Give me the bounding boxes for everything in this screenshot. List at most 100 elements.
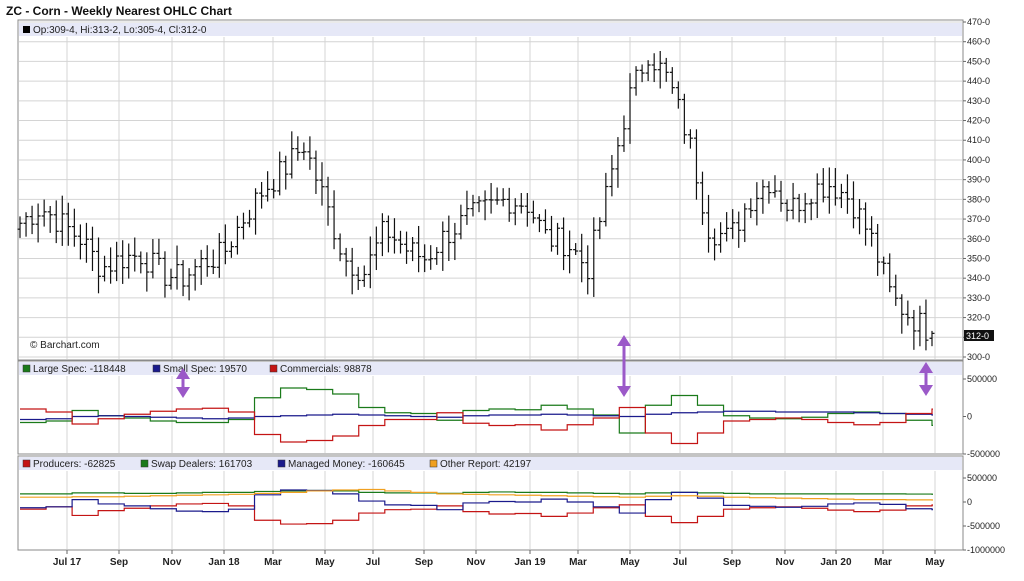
ohlc-bar — [325, 176, 331, 226]
ohlc-bar — [875, 223, 881, 276]
legend-label: Large Spec: -118448 — [33, 364, 126, 375]
price-y-ticks: 470-0 460-0 450-0 440-0 430-0 420-0 410-0 400-0… — [963, 17, 990, 362]
legend-swatch — [269, 364, 278, 373]
ohlc-bar — [156, 238, 162, 265]
ohlc-bar — [561, 217, 567, 271]
cot-disaggregated-panel-frame — [17, 455, 964, 551]
y-tick-label: 340-0 — [967, 273, 990, 283]
ohlc-bar — [331, 190, 337, 250]
legend-item: Small Spec: 19570 — [152, 364, 247, 375]
ohlc-bar — [923, 299, 929, 351]
ohlc-bar — [247, 209, 253, 228]
ohlc-bar — [857, 199, 863, 235]
ohlc-bar — [289, 131, 295, 179]
annotation-arrows — [176, 335, 933, 398]
ohlc-bar — [838, 183, 844, 209]
y-tick-label: 350-0 — [967, 253, 990, 263]
y-tick-label: 410-0 — [967, 135, 990, 145]
x-tick-label: May — [315, 557, 335, 568]
ohlc-bar — [881, 256, 887, 275]
ohlc-bar — [404, 231, 410, 264]
chart-title: ZC - Corn - Weekly Nearest OHLC Chart — [6, 4, 232, 18]
ohlc-bar — [476, 196, 482, 213]
price-panel-frame — [17, 19, 964, 361]
y-tick-label: 460-0 — [967, 37, 990, 47]
ohlc-bar — [663, 57, 669, 82]
x-tick-label: Jan 18 — [208, 557, 240, 568]
legend-label: Other Report: 42197 — [440, 459, 532, 470]
ohlc-bar — [234, 215, 240, 255]
legend-swatch — [152, 364, 161, 373]
x-tick-label: Mar — [264, 557, 282, 568]
ohlc-bar — [355, 266, 361, 290]
ohlc-bar — [422, 244, 428, 273]
ohlc-bar — [17, 216, 23, 238]
ohlc-bar — [706, 194, 712, 253]
y-tick-label: -1000000 — [967, 545, 1005, 555]
ohlc-bar — [536, 214, 542, 233]
price-bars — [17, 51, 935, 351]
ohlc-bar — [259, 181, 265, 209]
ohlc-bar — [186, 268, 192, 301]
ohlc-bar — [579, 233, 585, 283]
ohlc-bar — [814, 173, 820, 219]
x-tick-label: Nov — [776, 557, 795, 568]
double-arrow-icon — [919, 362, 933, 396]
ohlc-bar — [603, 172, 609, 227]
ohlc-bar — [59, 195, 65, 246]
ohlc-bar — [222, 224, 228, 265]
ohlc-bar — [53, 200, 59, 244]
ohlc-bar — [379, 213, 385, 257]
ohlc-bar — [585, 245, 591, 295]
ohlc-bar — [210, 249, 216, 275]
legend-swatch — [277, 459, 286, 468]
ohlc-bar — [657, 51, 663, 89]
ohlc-bar — [198, 249, 204, 285]
y-tick-label: 0 — [967, 412, 972, 422]
ohlc-bar — [669, 67, 675, 94]
legend-label: Managed Money: -160645 — [288, 459, 405, 470]
x-tick-label: Sep — [110, 557, 128, 568]
ohlc-bar — [730, 209, 736, 240]
ohlc-bar — [23, 212, 29, 237]
ohlc-bar — [204, 245, 210, 277]
double-arrow-icon — [176, 368, 190, 398]
ohlc-bar — [77, 224, 83, 260]
legend-label: Commercials: 98878 — [280, 364, 372, 375]
ohlc-bar — [313, 150, 319, 194]
ohlc-bar — [89, 226, 95, 271]
ohlc-bar — [772, 175, 778, 198]
ohlc-bar — [494, 187, 500, 205]
x-tick-label: Nov — [163, 557, 182, 568]
ohlc-bar — [228, 241, 234, 258]
ohlc-bar — [790, 182, 796, 220]
ohlc-bar — [410, 237, 416, 262]
ohlc-bar — [216, 233, 222, 278]
cot-legacy-y-ticks: 500000 0 -500000 — [963, 374, 1000, 459]
x-tick-label: May — [620, 557, 640, 568]
legend-item: Managed Money: -160645 — [277, 459, 405, 470]
legend-item: Large Spec: -118448 — [22, 364, 126, 375]
ohlc-bar — [367, 236, 373, 289]
ohlc-bar — [500, 188, 506, 207]
legend-item: Other Report: 42197 — [429, 459, 532, 470]
ohlc-bar — [567, 230, 573, 274]
ohlc-bar — [645, 60, 651, 82]
last-price-box — [964, 330, 994, 341]
series-line — [20, 489, 933, 514]
ohlc-bar — [458, 204, 464, 240]
ohlc-bar — [911, 309, 917, 350]
x-tick-label: Mar — [569, 557, 587, 568]
y-tick-label: 420-0 — [967, 116, 990, 126]
x-tick-label: Nov — [467, 557, 486, 568]
ohlc-bar — [893, 274, 899, 306]
ohlc-bar — [748, 198, 754, 219]
ohlc-bar — [398, 230, 404, 254]
cot-legacy-legend: Large Spec: -118448 Small Spec: 19570 Comm… — [22, 364, 372, 375]
ohlc-bar — [621, 115, 627, 152]
x-tick-label: May — [925, 557, 945, 568]
ohlc-bar — [869, 216, 875, 247]
cot-disaggregated-legend-band — [19, 457, 962, 470]
series-line — [20, 489, 933, 495]
price-legend-band — [19, 23, 962, 36]
